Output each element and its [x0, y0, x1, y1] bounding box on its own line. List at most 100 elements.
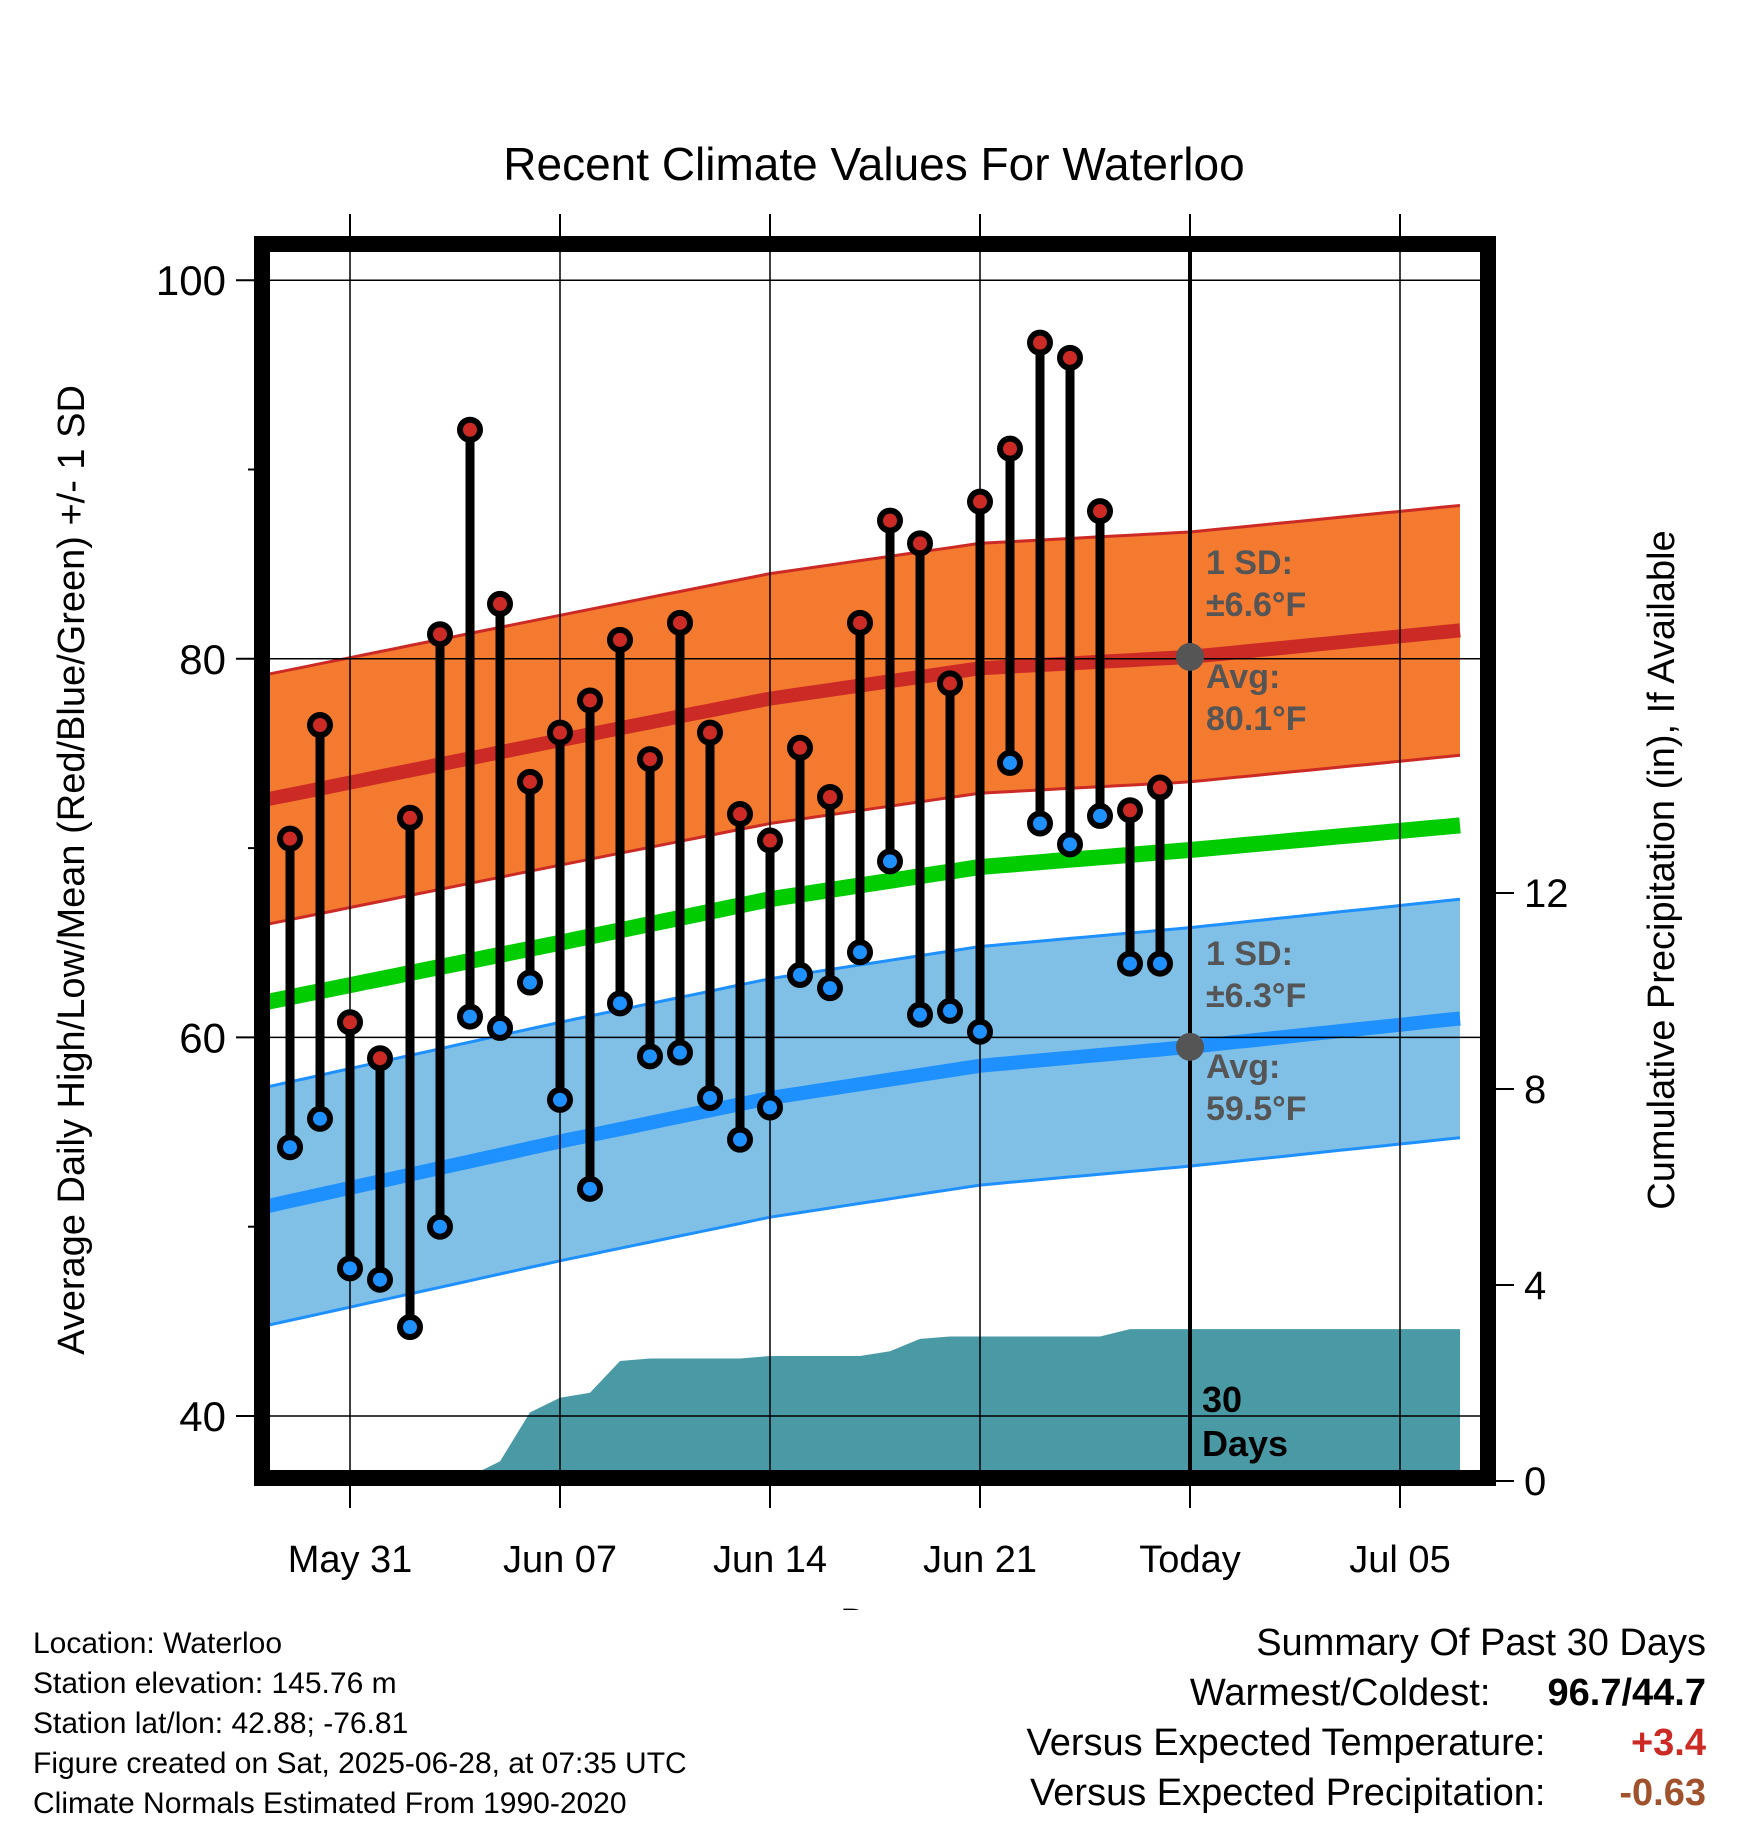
daily-low-point [637, 1043, 663, 1070]
daily-high-point [787, 734, 813, 761]
y-tick-label: 40 [179, 1393, 226, 1440]
daily-low-point [1087, 802, 1113, 829]
days-word-label: Days [1202, 1423, 1288, 1464]
daily-low-point [427, 1213, 453, 1240]
daily-low-point [847, 939, 873, 966]
daily-high-point [817, 783, 843, 810]
y2-tick-label: 0 [1524, 1460, 1546, 1504]
daily-low-point [487, 1014, 513, 1041]
daily-high-point [937, 670, 963, 697]
daily-low-point [577, 1175, 603, 1202]
daily-low-point [1027, 810, 1053, 837]
warm-cold-value: 96.7/44.7 [1547, 1672, 1706, 1714]
x-tick-label: Jun 07 [503, 1539, 617, 1581]
low-average-line [262, 1011, 1461, 1215]
info-location: Location: Waterloo [33, 1627, 283, 1660]
high-sd-upper-line [262, 504, 1461, 677]
daily-low-point [517, 969, 543, 996]
daily-high-point [757, 827, 783, 854]
daily-low-point [1117, 950, 1143, 977]
daily-high-point [637, 746, 663, 773]
daily-high-point [457, 416, 483, 443]
daily-high-point [1027, 329, 1053, 356]
y2-tick-label: 4 [1524, 1264, 1546, 1308]
info-created: Figure created on Sat, 2025-06-28, at 07… [33, 1747, 687, 1780]
low-sd-label: 1 SD: [1206, 935, 1293, 973]
temp-label: Versus Expected Temperature: [1026, 1722, 1546, 1764]
climate-chart: Recent Climate Values For Waterloo 1 SD:… [51, 138, 1683, 1610]
temp-value: +3.4 [1630, 1722, 1706, 1764]
daily-low-point [547, 1086, 573, 1113]
daily-low-point [1147, 950, 1173, 977]
summary-precip: Versus Expected Precipitation: -0.63 [1027, 1768, 1706, 1818]
daily-high-point [727, 801, 753, 828]
daily-low-point [757, 1094, 783, 1121]
station-info: Location: Waterloo Station elevation: 14… [33, 1624, 687, 1824]
daily-high-point [907, 530, 933, 557]
daily-high-point [277, 825, 303, 852]
daily-high-point [667, 609, 693, 636]
x-tick-label: Jun 21 [923, 1539, 1037, 1581]
x-tick-label: Jun 14 [713, 1539, 827, 1581]
low-avg-label: Avg: [1206, 1048, 1280, 1086]
precip-value: -0.63 [1619, 1772, 1706, 1814]
high-sd-label: 1 SD: [1206, 544, 1293, 582]
daily-high-point [1117, 797, 1143, 824]
y-axis-label: Average Daily High/Low/Mean (Red/Blue/Gr… [51, 385, 93, 1355]
precipitation-area [262, 1329, 1460, 1478]
summary-warm-cold: Warmest/Coldest: 96.7/44.7 [1027, 1668, 1706, 1718]
precip-label: Versus Expected Precipitation: [1030, 1772, 1546, 1814]
daily-high-point [367, 1045, 393, 1072]
y2-tick-label: 12 [1524, 872, 1569, 916]
daily-low-point [937, 997, 963, 1024]
daily-high-point [1147, 774, 1173, 801]
summary-panel: Summary Of Past 30 Days Warmest/Coldest:… [1027, 1618, 1706, 1818]
high-avg-value: 80.1°F [1206, 700, 1307, 738]
daily-low-point [1057, 831, 1083, 858]
low-avg-value: 59.5°F [1206, 1090, 1307, 1128]
daily-low-point [697, 1084, 723, 1111]
y2-axis-label: Cumulative Precipitation (in), If Availa… [1641, 530, 1683, 1209]
daily-high-point [337, 1009, 363, 1036]
low-sd-value: ±6.3°F [1206, 977, 1306, 1015]
daily-low-point [307, 1105, 333, 1132]
daily-low-point [367, 1266, 393, 1293]
y2-tick-label: 8 [1524, 1068, 1546, 1112]
daily-high-point [847, 609, 873, 636]
y-tick-label: 100 [156, 257, 226, 304]
plot-frame [254, 236, 1496, 1486]
daily-low-point [727, 1126, 753, 1153]
days-count-label: 30 [1202, 1379, 1242, 1420]
daily-low-point [457, 1003, 483, 1030]
today-low-average-point [1176, 1032, 1204, 1061]
y-tick-label: 60 [179, 1014, 226, 1061]
daily-high-point [1087, 498, 1113, 525]
daily-high-point [577, 687, 603, 714]
daily-low-point [277, 1134, 303, 1161]
daily-low-point [787, 961, 813, 988]
daily-low-point [997, 749, 1023, 776]
warm-cold-label: Warmest/Coldest: [1189, 1672, 1491, 1714]
high-avg-label: Avg: [1206, 658, 1280, 696]
daily-high-point [1057, 344, 1083, 371]
daily-high-point [517, 768, 543, 795]
chart-title: Recent Climate Values For Waterloo [503, 138, 1244, 190]
daily-low-point [667, 1039, 693, 1066]
info-latlon: Station lat/lon: 42.88; -76.81 [33, 1707, 409, 1740]
summary-temp: Versus Expected Temperature: +3.4 [1027, 1718, 1706, 1768]
daily-high-point [397, 804, 423, 831]
daily-low-point [967, 1018, 993, 1045]
daily-low-point [907, 1001, 933, 1028]
daily-high-point [607, 626, 633, 653]
plot-area: 1 SD: ±6.6°F Avg: 80.1°F 1 SD: ±6.3°F Avg: 59.5… [156, 214, 1569, 1581]
daily-high-point [547, 719, 573, 746]
info-normals: Climate Normals Estimated From 1990-2020 [33, 1787, 627, 1820]
low-sd-lower-line [262, 1136, 1461, 1329]
x-tick-label: Jul 05 [1349, 1539, 1450, 1581]
low-sd-band [262, 899, 1460, 1327]
info-elevation: Station elevation: 145.76 m [33, 1667, 397, 1700]
daily-low-point [397, 1314, 423, 1341]
x-tick-label: Today [1139, 1539, 1240, 1581]
x-tick-label: May 31 [288, 1539, 413, 1581]
daily-low-point [337, 1255, 363, 1282]
